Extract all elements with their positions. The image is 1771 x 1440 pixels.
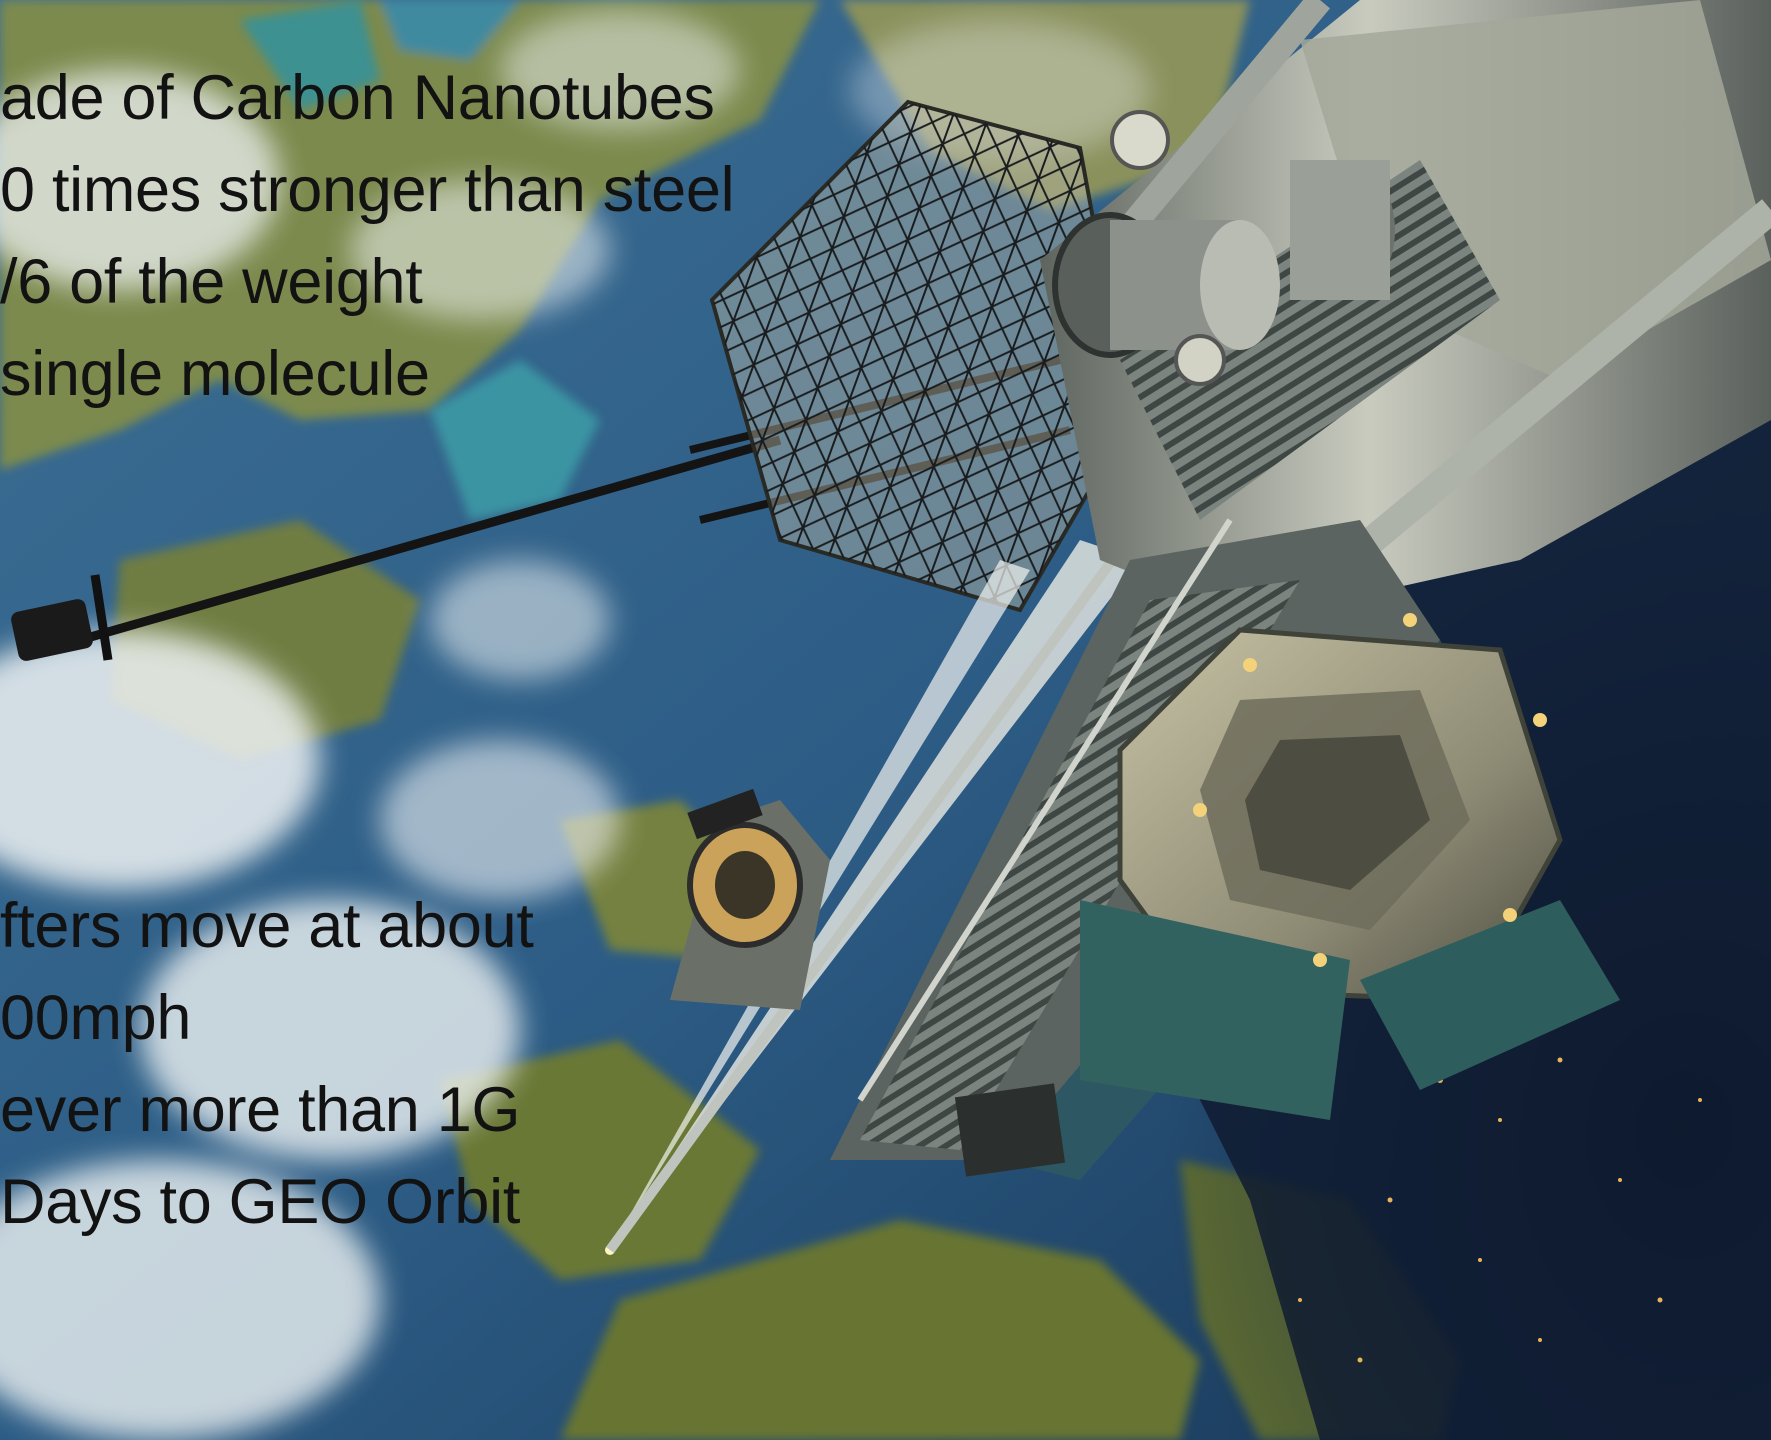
upper-station: [1040, 0, 1771, 620]
counterweight: [11, 599, 93, 661]
caption-line: fters move at about: [0, 891, 534, 961]
caption-line: ade of Carbon Nanotubes: [0, 63, 715, 133]
solar-mesh-panel: [709, 99, 1133, 613]
caption-line: single molecule: [0, 339, 430, 409]
caption-line: ever more than 1G: [0, 1075, 521, 1145]
caption-line: Days to GEO Orbit: [0, 1167, 521, 1237]
lifter-facts-caption: fters move at about 00mph ever more than…: [0, 880, 534, 1248]
reef-shallows: [240, 0, 600, 520]
caption-line: 0 times stronger than steel: [0, 155, 735, 225]
caption-line: /6 of the weight: [0, 247, 423, 317]
cloud-cover: [0, 10, 1150, 1440]
material-facts-caption: ade of Carbon Nanotubes 0 times stronger…: [0, 52, 735, 420]
sensor-dome: [1110, 110, 1170, 170]
pod-lights: [1193, 613, 1547, 967]
thruster-cylinders: [1052, 160, 1395, 358]
climber-pod: [954, 613, 1620, 1177]
caption-line: 00mph: [0, 983, 192, 1053]
distant-climber: [670, 788, 830, 1010]
